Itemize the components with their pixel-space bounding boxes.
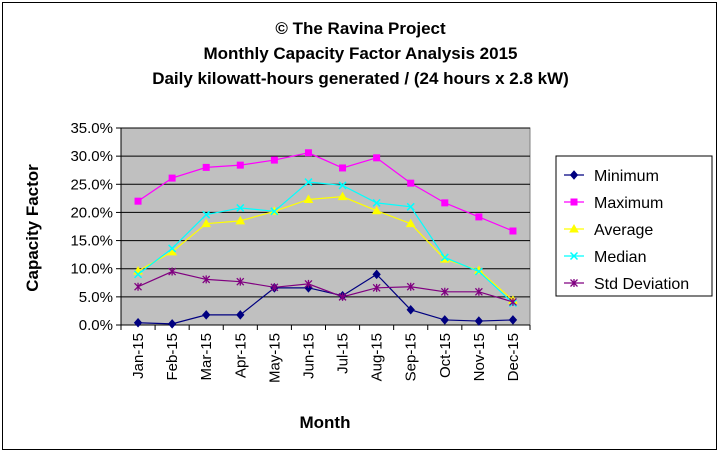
x-tick-label: Nov-15: [471, 333, 488, 381]
chart-title-line-1: © The Ravina Project: [275, 19, 446, 38]
legend-marker-minimum: [569, 170, 579, 180]
series-line-std-deviation: [137, 270, 514, 303]
data-point-maximum: [304, 149, 312, 157]
data-point-maximum: [509, 227, 517, 235]
data-point-maximum: [339, 164, 347, 172]
data-point-maximum: [475, 213, 483, 221]
data-point-maximum: [441, 199, 449, 207]
x-tick-label: Jun-15: [300, 333, 317, 379]
data-point-median: [440, 253, 449, 262]
data-point-average: [371, 205, 382, 215]
plot-area: 0.0% 5.0% 10.0% 15.0% 20.0% 25.0% 30.0% 35.0% Ja…: [70, 120, 531, 383]
x-tick-label: Oct-15: [437, 333, 454, 378]
data-point-median: [372, 198, 381, 207]
x-tick-label: Jan-15: [130, 333, 147, 379]
data-point-average: [201, 218, 212, 228]
chart-title-line-2: Monthly Capacity Factor Analysis 2015: [203, 44, 518, 63]
y-tick-label: 15.0%: [70, 233, 113, 250]
legend-marker-average: [569, 223, 579, 233]
series-line-minimum: [138, 273, 513, 325]
x-tick-label: Aug-15: [369, 333, 386, 381]
x-tick-label: Apr-15: [232, 333, 249, 378]
legend-marker-median: [569, 251, 579, 261]
data-point-maximum: [134, 197, 142, 205]
y-tick-label: 30.0%: [70, 148, 113, 165]
y-tick-label: 35.0%: [70, 120, 113, 137]
y-tick-label: 10.0%: [70, 261, 113, 278]
data-point-maximum: [236, 161, 244, 169]
series-line-average: [137, 196, 514, 301]
data-point-maximum: [373, 154, 381, 162]
data-point-average: [235, 215, 246, 225]
data-point-maximum: [407, 179, 415, 187]
data-point-median: [168, 244, 177, 253]
legend-label-std-deviation: Std Deviation: [594, 276, 689, 293]
legend-label-average: Average: [594, 222, 653, 239]
data-point-maximum: [270, 156, 278, 164]
data-point-std-deviation: [508, 297, 517, 306]
data-point-median: [236, 203, 245, 212]
data-point-std-deviation: [372, 283, 381, 292]
data-point-std-deviation: [168, 267, 177, 276]
data-point-median: [338, 181, 347, 190]
legend-marker-std-deviation: [570, 279, 578, 287]
data-point-minimum: [474, 316, 484, 326]
data-point-std-deviation: [236, 277, 245, 286]
x-tick-label: Mar-15: [198, 333, 215, 381]
data-point-minimum: [133, 317, 143, 328]
plot-background: [120, 127, 531, 326]
x-tick-label: Sep-15: [403, 333, 420, 381]
data-point-minimum: [167, 319, 177, 329]
legend-label-minimum: Minimum: [594, 168, 659, 185]
data-point-minimum: [406, 305, 415, 315]
data-point-median: [406, 202, 415, 211]
data-point-minimum: [440, 315, 449, 325]
data-point-std-deviation: [270, 283, 279, 292]
y-tick-label: 5.0%: [79, 289, 113, 306]
data-point-average: [337, 191, 348, 201]
x-tick-label: Dec-15: [505, 333, 522, 381]
data-point-maximum: [202, 163, 210, 171]
data-point-median: [270, 207, 279, 216]
y-axis-title: Capacity Factor: [23, 164, 42, 292]
x-axis-title: Month: [300, 413, 351, 432]
data-point-std-deviation: [440, 287, 449, 296]
chart-title-line-3: Daily kilowatt-hours generated / (24 hou…: [152, 69, 569, 88]
legend-label-median: Median: [594, 249, 646, 266]
legend-box: [555, 155, 713, 297]
data-point-minimum: [372, 269, 381, 280]
x-tick-label: Feb-15: [164, 333, 181, 381]
data-point-average: [303, 194, 314, 203]
data-point-median: [474, 267, 483, 276]
series-line-median: [137, 181, 514, 304]
data-point-median: [202, 210, 211, 219]
data-point-minimum: [508, 315, 518, 325]
data-point-std-deviation: [304, 279, 313, 288]
data-point-median: [134, 270, 143, 279]
legend: Minimum Maximum Average Median Std Deviation: [555, 155, 713, 297]
x-tick-label: May-15: [266, 333, 283, 383]
legend-marker-maximum: [570, 198, 578, 206]
data-point-minimum: [236, 310, 245, 320]
x-tick-label: Jul-15: [335, 333, 352, 374]
legend-label-maximum: Maximum: [594, 195, 663, 212]
y-tick-label: 20.0%: [70, 204, 113, 221]
data-point-std-deviation: [338, 292, 347, 301]
series-line-maximum: [137, 152, 514, 232]
data-point-std-deviation: [474, 287, 483, 296]
data-point-minimum: [202, 310, 211, 320]
y-tick-label: 0.0%: [79, 317, 113, 334]
data-point-std-deviation: [406, 282, 415, 291]
y-tick-label: 25.0%: [70, 176, 113, 193]
data-point-std-deviation: [202, 275, 211, 284]
data-point-average: [405, 218, 416, 228]
data-point-maximum: [168, 174, 176, 182]
data-point-median: [304, 178, 313, 187]
data-point-std-deviation: [134, 282, 143, 291]
